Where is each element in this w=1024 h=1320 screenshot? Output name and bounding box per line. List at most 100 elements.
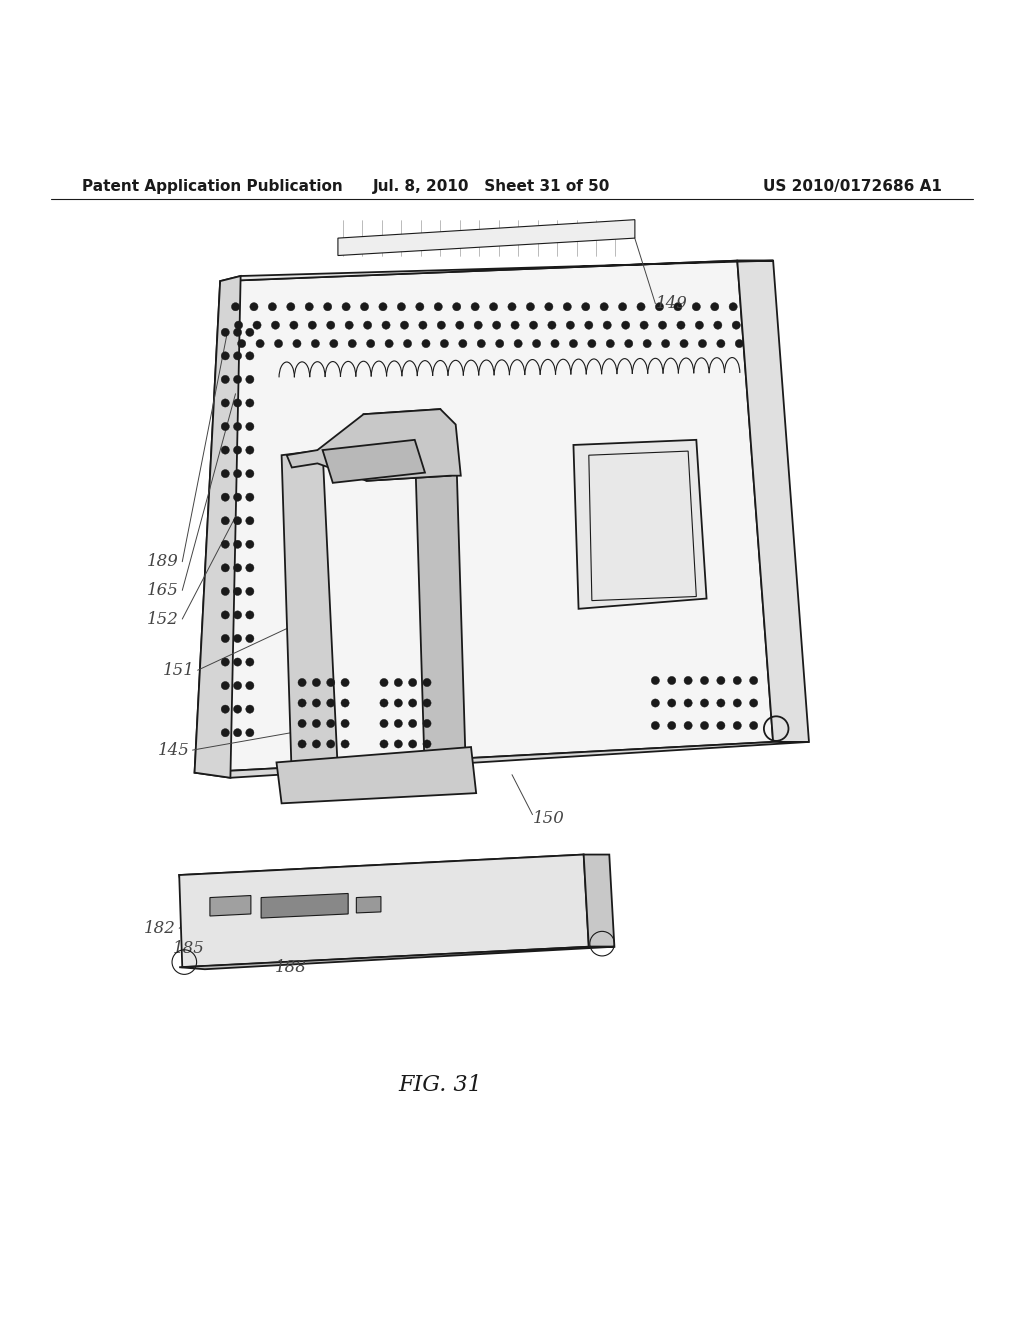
Text: Jul. 8, 2010   Sheet 31 of 50: Jul. 8, 2010 Sheet 31 of 50 bbox=[373, 180, 610, 194]
Circle shape bbox=[298, 678, 306, 686]
Polygon shape bbox=[573, 440, 707, 609]
Circle shape bbox=[221, 657, 229, 667]
Circle shape bbox=[233, 399, 242, 407]
Circle shape bbox=[380, 698, 388, 708]
Circle shape bbox=[327, 321, 335, 329]
Circle shape bbox=[622, 321, 630, 329]
Circle shape bbox=[348, 339, 356, 347]
Circle shape bbox=[221, 705, 229, 713]
Circle shape bbox=[643, 339, 651, 347]
Circle shape bbox=[268, 302, 276, 310]
Polygon shape bbox=[179, 854, 589, 968]
Circle shape bbox=[221, 540, 229, 548]
Circle shape bbox=[327, 719, 335, 727]
Circle shape bbox=[246, 564, 254, 572]
Circle shape bbox=[233, 657, 242, 667]
Text: 188: 188 bbox=[274, 958, 306, 975]
Circle shape bbox=[514, 339, 522, 347]
Circle shape bbox=[312, 698, 321, 708]
Circle shape bbox=[305, 302, 313, 310]
Circle shape bbox=[327, 678, 335, 686]
Circle shape bbox=[233, 516, 242, 525]
Text: 152: 152 bbox=[147, 611, 179, 627]
Circle shape bbox=[364, 321, 372, 329]
Circle shape bbox=[397, 302, 406, 310]
Circle shape bbox=[677, 321, 685, 329]
Circle shape bbox=[735, 339, 743, 347]
Circle shape bbox=[221, 399, 229, 407]
Circle shape bbox=[246, 657, 254, 667]
Circle shape bbox=[233, 564, 242, 572]
Circle shape bbox=[655, 302, 664, 310]
Circle shape bbox=[733, 676, 741, 685]
Circle shape bbox=[532, 339, 541, 347]
Circle shape bbox=[717, 722, 725, 730]
Circle shape bbox=[423, 719, 431, 727]
Circle shape bbox=[324, 302, 332, 310]
Circle shape bbox=[312, 719, 321, 727]
Circle shape bbox=[403, 339, 412, 347]
Polygon shape bbox=[276, 747, 476, 804]
Circle shape bbox=[253, 321, 261, 329]
Polygon shape bbox=[195, 742, 809, 777]
Circle shape bbox=[409, 741, 417, 748]
Circle shape bbox=[234, 321, 243, 329]
Circle shape bbox=[717, 676, 725, 685]
Polygon shape bbox=[210, 895, 251, 916]
Circle shape bbox=[508, 302, 516, 310]
Circle shape bbox=[246, 494, 254, 502]
Circle shape bbox=[246, 446, 254, 454]
Circle shape bbox=[290, 321, 298, 329]
Circle shape bbox=[311, 339, 319, 347]
Circle shape bbox=[566, 321, 574, 329]
Circle shape bbox=[668, 698, 676, 708]
Circle shape bbox=[453, 302, 461, 310]
Circle shape bbox=[423, 678, 431, 686]
Polygon shape bbox=[338, 219, 635, 256]
Circle shape bbox=[668, 722, 676, 730]
Circle shape bbox=[651, 722, 659, 730]
Polygon shape bbox=[415, 434, 466, 780]
Circle shape bbox=[221, 446, 229, 454]
Text: US 2010/0172686 A1: US 2010/0172686 A1 bbox=[763, 180, 942, 194]
Circle shape bbox=[471, 302, 479, 310]
Circle shape bbox=[434, 302, 442, 310]
Circle shape bbox=[312, 741, 321, 748]
Circle shape bbox=[341, 741, 349, 748]
Circle shape bbox=[221, 470, 229, 478]
Circle shape bbox=[385, 339, 393, 347]
Circle shape bbox=[345, 321, 353, 329]
Circle shape bbox=[233, 635, 242, 643]
Circle shape bbox=[750, 722, 758, 730]
Polygon shape bbox=[323, 440, 425, 483]
Circle shape bbox=[695, 321, 703, 329]
Circle shape bbox=[341, 719, 349, 727]
Circle shape bbox=[221, 422, 229, 430]
Circle shape bbox=[680, 339, 688, 347]
Circle shape bbox=[246, 611, 254, 619]
Circle shape bbox=[409, 719, 417, 727]
Polygon shape bbox=[179, 946, 614, 969]
Polygon shape bbox=[195, 276, 241, 777]
Circle shape bbox=[651, 676, 659, 685]
Circle shape bbox=[394, 698, 402, 708]
Circle shape bbox=[419, 321, 427, 329]
Circle shape bbox=[625, 339, 633, 347]
Circle shape bbox=[750, 676, 758, 685]
Circle shape bbox=[493, 321, 501, 329]
Circle shape bbox=[246, 635, 254, 643]
Circle shape bbox=[293, 339, 301, 347]
Circle shape bbox=[246, 729, 254, 737]
Circle shape bbox=[308, 321, 316, 329]
Circle shape bbox=[221, 351, 229, 360]
Circle shape bbox=[221, 611, 229, 619]
Text: 185: 185 bbox=[173, 940, 205, 957]
Circle shape bbox=[221, 681, 229, 689]
Circle shape bbox=[456, 321, 464, 329]
Circle shape bbox=[246, 351, 254, 360]
Circle shape bbox=[423, 741, 431, 748]
Circle shape bbox=[233, 351, 242, 360]
Circle shape bbox=[684, 676, 692, 685]
Circle shape bbox=[394, 678, 402, 686]
Circle shape bbox=[233, 705, 242, 713]
